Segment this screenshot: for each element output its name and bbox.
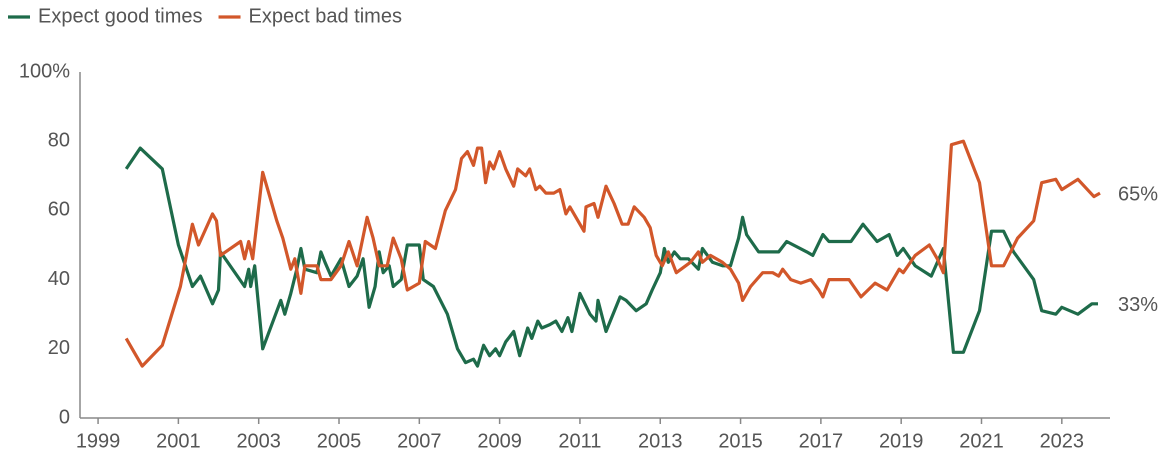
x-tick-label: 2011 [558, 430, 601, 452]
series-line [124, 139, 1101, 368]
y-tick-label: 80 [48, 129, 70, 151]
y-tick-label: 0 [59, 406, 70, 428]
x-tick-label: 2003 [236, 430, 281, 452]
series-line [124, 146, 1098, 368]
y-tick-label: 60 [48, 199, 70, 221]
end-label: 33% [1118, 294, 1158, 316]
x-tick-label: 2015 [718, 430, 763, 452]
legend-label: Expect good times [38, 5, 203, 27]
x-tick-label: 2009 [477, 430, 522, 452]
x-tick-label: 2013 [638, 430, 683, 452]
x-tick-label: 2001 [156, 430, 201, 452]
x-tick-label: 2007 [397, 430, 442, 452]
x-tick-label: 2017 [799, 430, 844, 452]
y-tick-label: 100% [19, 60, 70, 82]
x-tick-label: 2005 [317, 430, 362, 452]
x-tick-label: 1999 [76, 430, 121, 452]
end-label: 65% [1118, 183, 1158, 205]
legend-label: Expect bad times [249, 5, 402, 27]
y-tick-label: 40 [48, 268, 70, 290]
x-tick-label: 2019 [879, 430, 924, 452]
y-tick-label: 20 [48, 337, 70, 359]
x-tick-label: 2021 [959, 430, 1004, 452]
x-tick-label: 2023 [1040, 430, 1085, 452]
